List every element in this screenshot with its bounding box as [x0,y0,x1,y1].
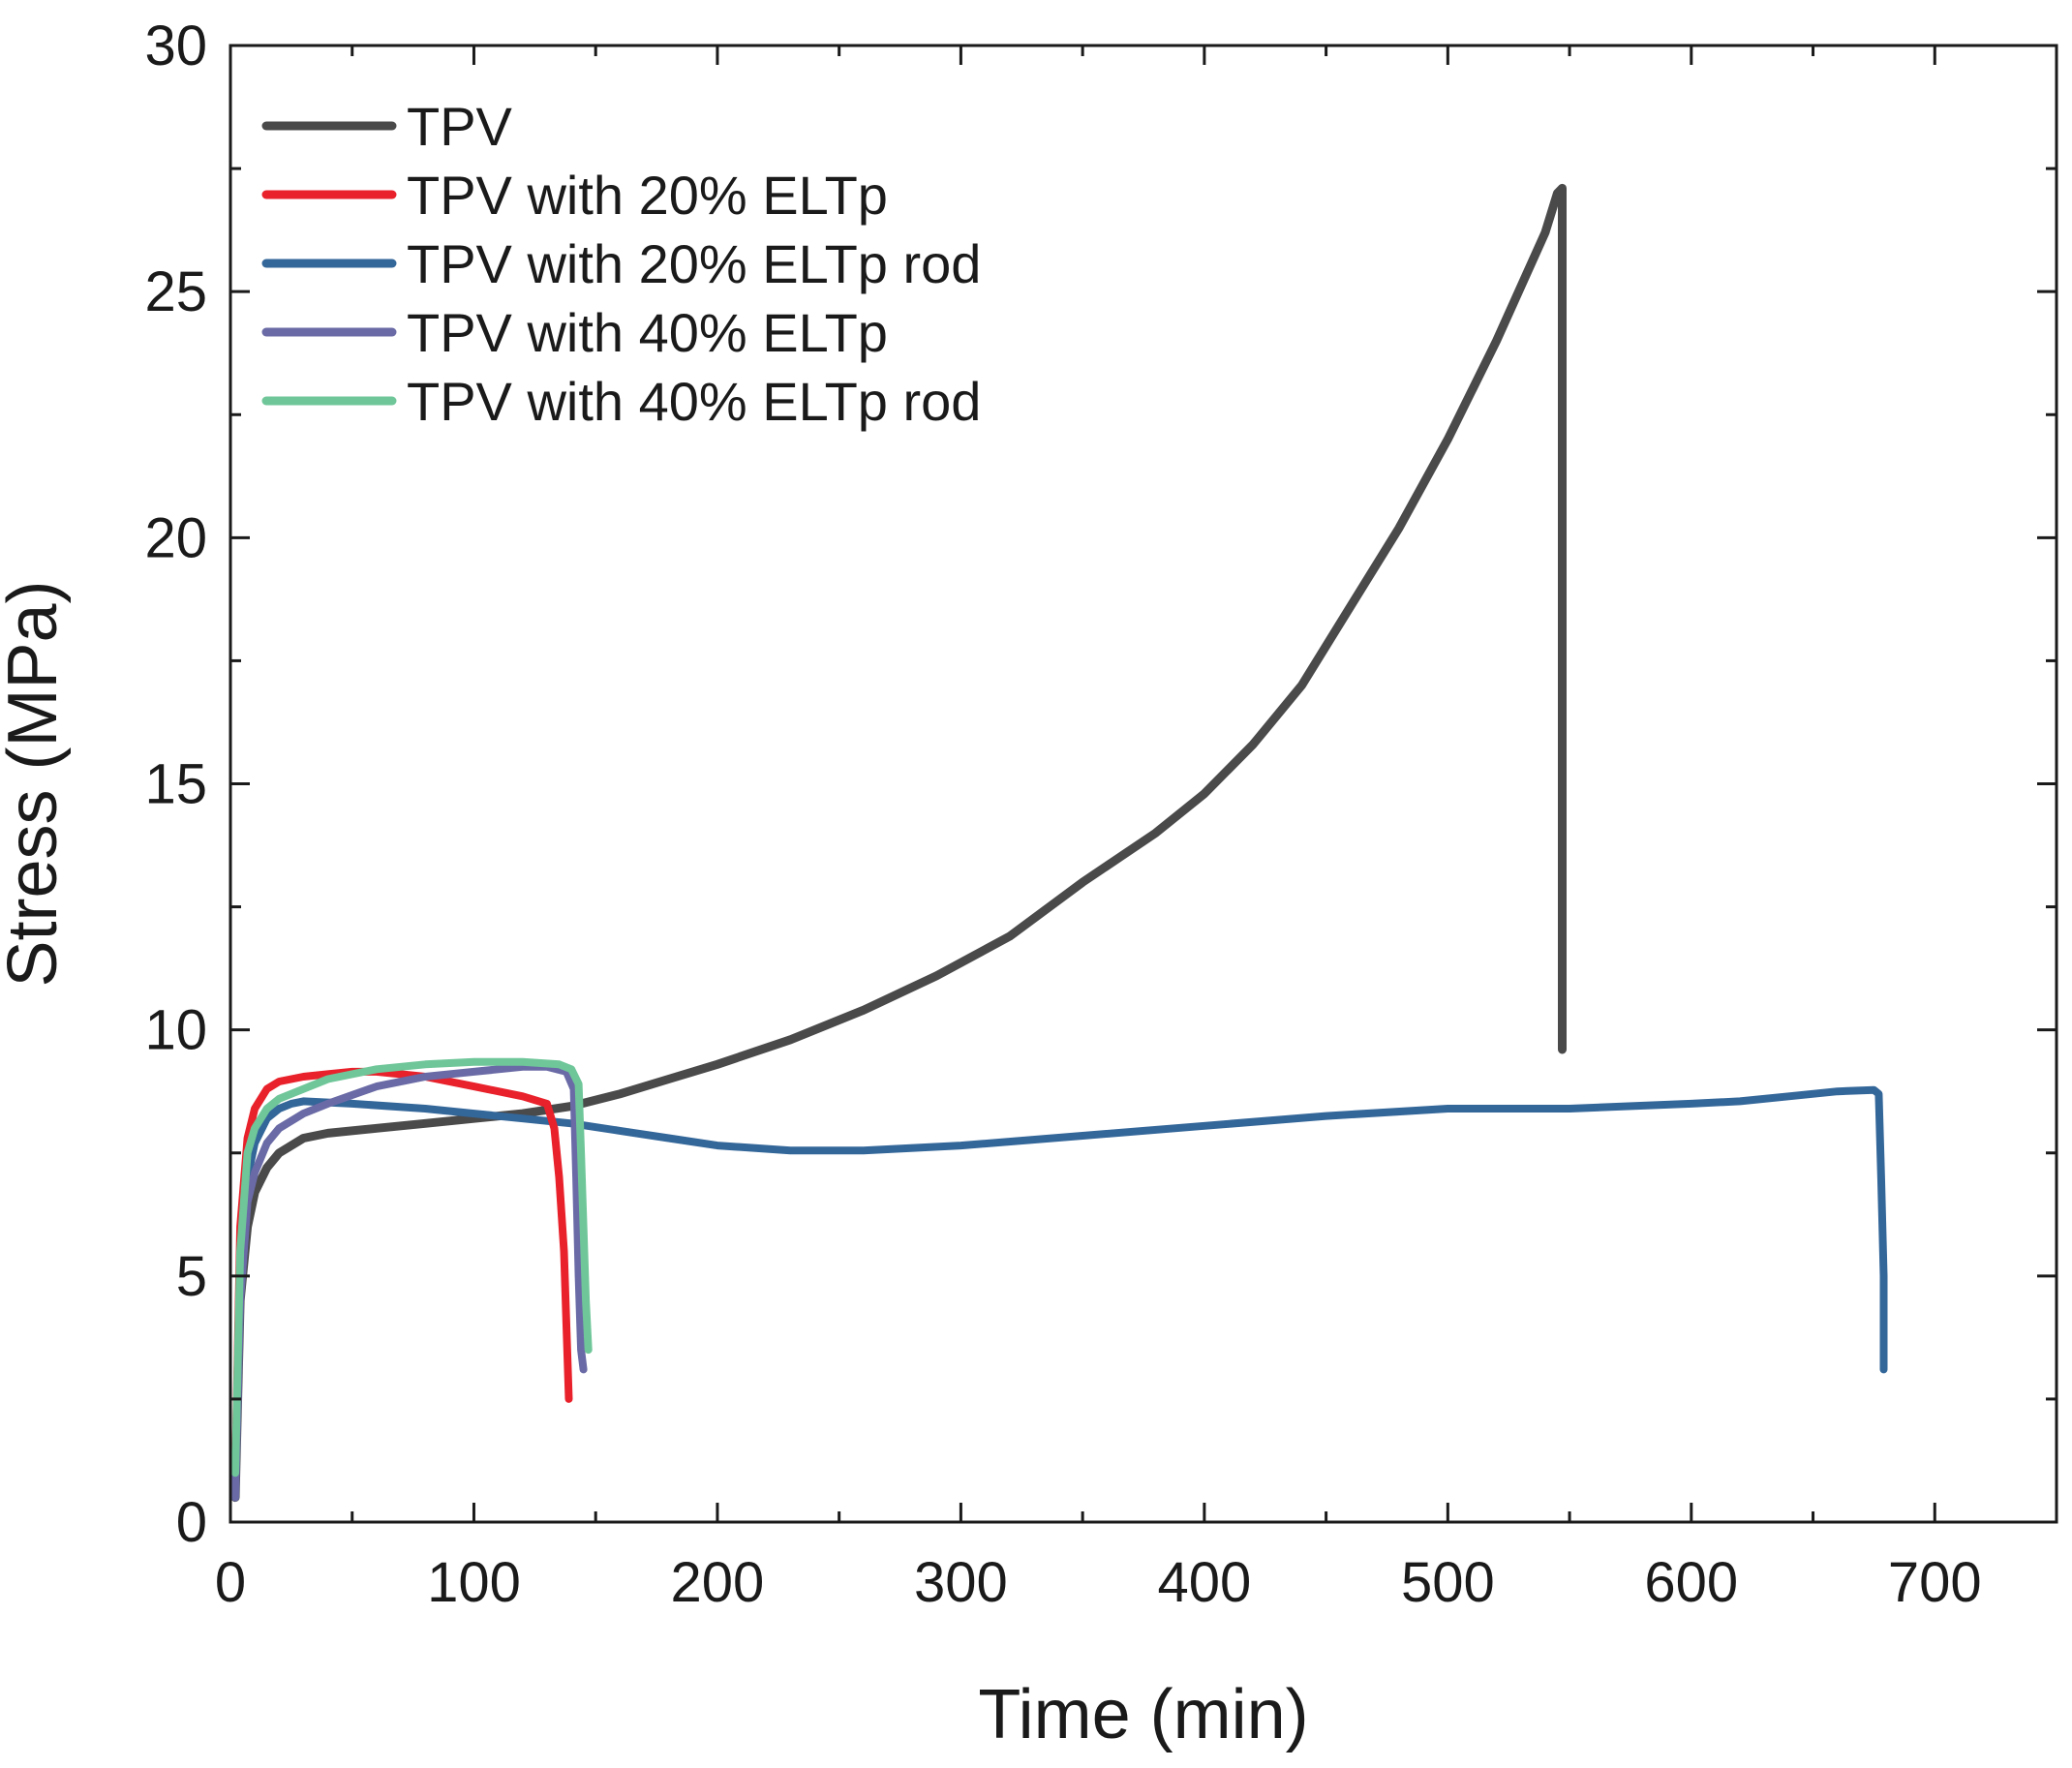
series-line-3 [231,1085,1888,1502]
x-tick-label: 700 [1888,1551,1982,1614]
legend-label: TPV with 20% ELTp rod [407,233,981,294]
series-line-5 [231,1057,593,1478]
legend-label: TPV with 40% ELTp [407,302,888,363]
y-tick-label: 15 [144,753,207,816]
y-axis-title: Stress (MPa) [0,580,72,987]
legend-label: TPV with 20% ELTp [407,165,888,226]
x-tick-label: 100 [427,1551,521,1614]
y-tick-label: 5 [176,1245,207,1308]
y-tick-label: 10 [144,999,207,1062]
series-line-2 [231,1067,573,1478]
y-tick-label: 30 [144,15,207,77]
x-tick-label: 300 [914,1551,1008,1614]
series-line-4 [231,1062,588,1502]
x-tick-label: 400 [1157,1551,1251,1614]
y-tick-label: 20 [144,506,207,569]
x-tick-label: 600 [1644,1551,1738,1614]
series-line-1 [230,183,1567,1503]
ticks-layer: 0 100 200 300 400 500 600 700 0 5 10 15 20 25 30 [144,15,2058,1614]
legend-label: TPV [407,96,513,157]
y-tick-label: 0 [176,1491,207,1554]
x-tick-label: 500 [1401,1551,1495,1614]
legend: TPV TPV with 20% ELTp TPV with 20% ELTp ro… [261,96,981,432]
series-layer [230,183,1888,1503]
x-tick-label: 200 [671,1551,765,1614]
x-axis-title: Time (min) [978,1676,1308,1753]
y-tick-label: 25 [144,260,207,323]
legend-label: TPV with 40% ELTp rod [407,371,981,432]
x-tick-label: 0 [215,1551,246,1614]
